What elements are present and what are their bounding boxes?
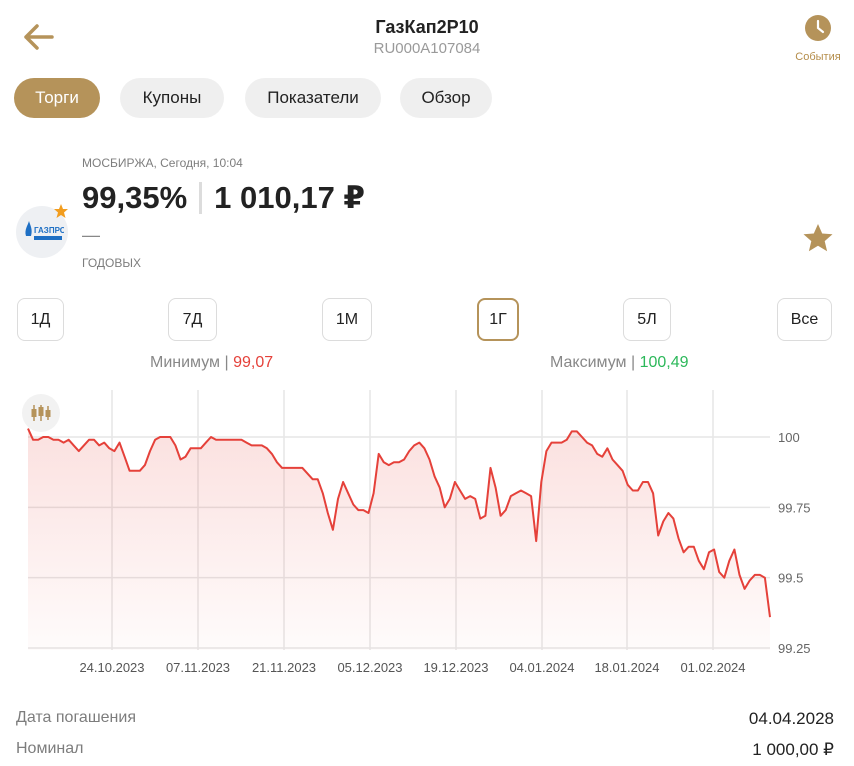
events-label: События — [795, 51, 841, 63]
y-tick-label: 99.75 — [778, 500, 811, 515]
candlestick-toggle-button[interactable] — [22, 394, 60, 432]
price-line-series — [27, 428, 771, 618]
x-tick-label: 21.11.2023 — [252, 660, 316, 675]
star-badge-icon — [54, 204, 68, 218]
period-5y[interactable]: 5Л — [623, 298, 671, 341]
price-chart-svg[interactable]: 100 99.75 99.5 99.25 24.10.2023 07.11.2023 21… — [0, 384, 854, 684]
max-label: Максимум — [550, 354, 627, 371]
price-divider — [199, 182, 203, 214]
header: ГазКап2Р10 RU000A107084 События — [0, 0, 854, 70]
x-tick-label: 18.01.2024 — [594, 660, 659, 675]
events-button[interactable]: События — [790, 14, 846, 63]
y-tick-label: 99.5 — [778, 571, 803, 586]
title-block: ГазКап2Р10 RU000A107084 — [0, 17, 854, 57]
nominal-label: Номинал — [16, 740, 84, 757]
nominal-value: 1 000,00 ₽ — [752, 740, 834, 759]
x-tick-label: 05.12.2023 — [337, 660, 402, 675]
back-button[interactable] — [22, 22, 56, 52]
x-tick-label: 24.10.2023 — [79, 660, 144, 675]
price-line: 99,35% 1 010,17 ₽ — [82, 180, 365, 216]
yield-value: — — [82, 225, 100, 245]
page-title: ГазКап2Р10 — [375, 17, 479, 37]
tab-coupons[interactable]: Купоны — [120, 78, 224, 118]
x-tick-label: 07.11.2023 — [166, 660, 230, 675]
nominal-row: Номинал 1 000,00 ₽ — [16, 740, 834, 760]
min-label: Минимум — [150, 354, 221, 371]
yield-label: ГОДОВЫХ — [82, 256, 141, 270]
x-tick-label: 19.12.2023 — [423, 660, 488, 675]
max-stat: Максимум | 100,49 — [550, 354, 689, 371]
period-1m[interactable]: 1М — [322, 298, 372, 341]
y-tick-label: 99.25 — [778, 641, 811, 656]
maturity-label: Дата погашения — [16, 709, 136, 726]
period-1y[interactable]: 1Г — [477, 298, 519, 341]
logo-text: ГАЗПРОМ — [34, 226, 64, 235]
period-7d[interactable]: 7Д — [168, 298, 217, 341]
price-chart[interactable]: 100 99.75 99.5 99.25 24.10.2023 07.11.2023 21… — [0, 384, 854, 684]
x-tick-label: 04.01.2024 — [509, 660, 574, 675]
maturity-row: Дата погашения 04.04.2028 — [16, 709, 834, 729]
price-rub: 1 010,17 ₽ — [214, 180, 365, 215]
tab-overview[interactable]: Обзор — [400, 78, 492, 118]
arrow-left-icon — [24, 24, 54, 50]
isin-subtitle: RU000A107084 — [373, 40, 481, 57]
y-tick-label: 100 — [778, 430, 800, 445]
price-area — [28, 428, 770, 650]
min-stat: Минимум | 99,07 — [150, 354, 274, 371]
period-1d[interactable]: 1Д — [17, 298, 64, 341]
max-value: 100,49 — [639, 354, 689, 371]
tab-trading[interactable]: Торги — [14, 78, 100, 118]
gazprom-logo-icon: ГАЗПРОМ — [25, 221, 64, 240]
min-value: 99,07 — [233, 354, 274, 371]
quote-source: МОСБИРЖА, Сегодня, 10:04 — [82, 156, 243, 170]
favorite-star-icon[interactable] — [801, 222, 835, 254]
maturity-value: 04.04.2028 — [748, 709, 834, 728]
tab-indicators[interactable]: Показатели — [245, 78, 381, 118]
clock-icon — [805, 15, 831, 41]
price-percent: 99,35% — [82, 180, 188, 215]
candlestick-icon — [31, 405, 51, 421]
x-tick-label: 01.02.2024 — [680, 660, 745, 675]
period-all[interactable]: Все — [777, 298, 832, 341]
